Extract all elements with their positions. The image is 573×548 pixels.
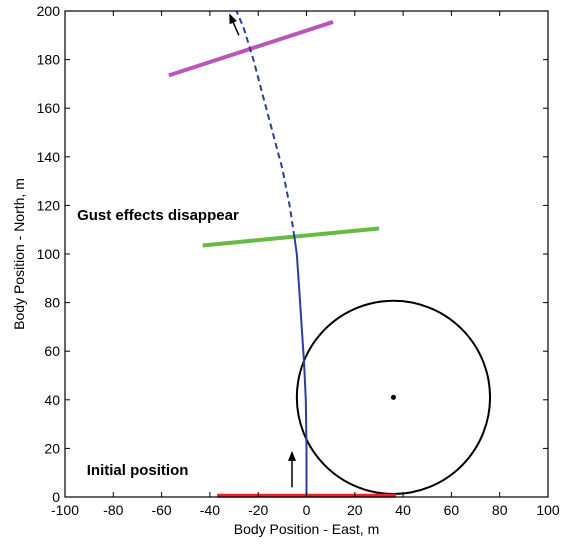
x-tick-label: 60 — [444, 502, 460, 518]
y-tick-label: 0 — [52, 489, 60, 505]
annotation-initial-position: Initial position — [87, 462, 189, 479]
x-tick-label: -80 — [103, 502, 123, 518]
x-tick-label: 20 — [347, 502, 363, 518]
y-tick-label: 80 — [44, 295, 60, 311]
circle-center-point — [390, 394, 396, 400]
trajectory-dashed-series — [235, 10, 296, 238]
y-tick-label: 60 — [44, 343, 60, 359]
x-tick-label: -60 — [151, 502, 171, 518]
x-tick-label: 100 — [536, 502, 560, 518]
x-tick-label: 40 — [395, 502, 411, 518]
y-tick-label: 200 — [37, 3, 61, 19]
final-direction-arrow-shaft — [232, 22, 240, 36]
y-tick-label: 180 — [37, 52, 61, 68]
x-tick-label: 80 — [492, 502, 508, 518]
x-axis-label: Body Position - East, m — [234, 521, 380, 537]
y-tick-label: 20 — [44, 440, 60, 456]
x-tick-label: 0 — [303, 502, 311, 518]
y-axis-label: Body Position - North, m — [11, 178, 27, 330]
y-tick-label: 100 — [37, 246, 61, 262]
trajectory-solid-series — [293, 236, 308, 497]
gust-effects-line — [202, 226, 380, 248]
x-tick-label: -100 — [51, 502, 79, 518]
initial-direction-arrow-head — [288, 450, 297, 461]
y-tick-label: 120 — [37, 197, 61, 213]
x-tick-label: -40 — [200, 502, 220, 518]
annotation-gust-effects-disappear: Gust effects disappear — [77, 207, 239, 224]
x-tick-label: -20 — [248, 502, 268, 518]
y-tick-label: 160 — [37, 100, 61, 116]
y-tick-label: 140 — [37, 149, 61, 165]
final-direction-arrow-head — [229, 13, 237, 25]
y-tick-label: 40 — [44, 392, 60, 408]
